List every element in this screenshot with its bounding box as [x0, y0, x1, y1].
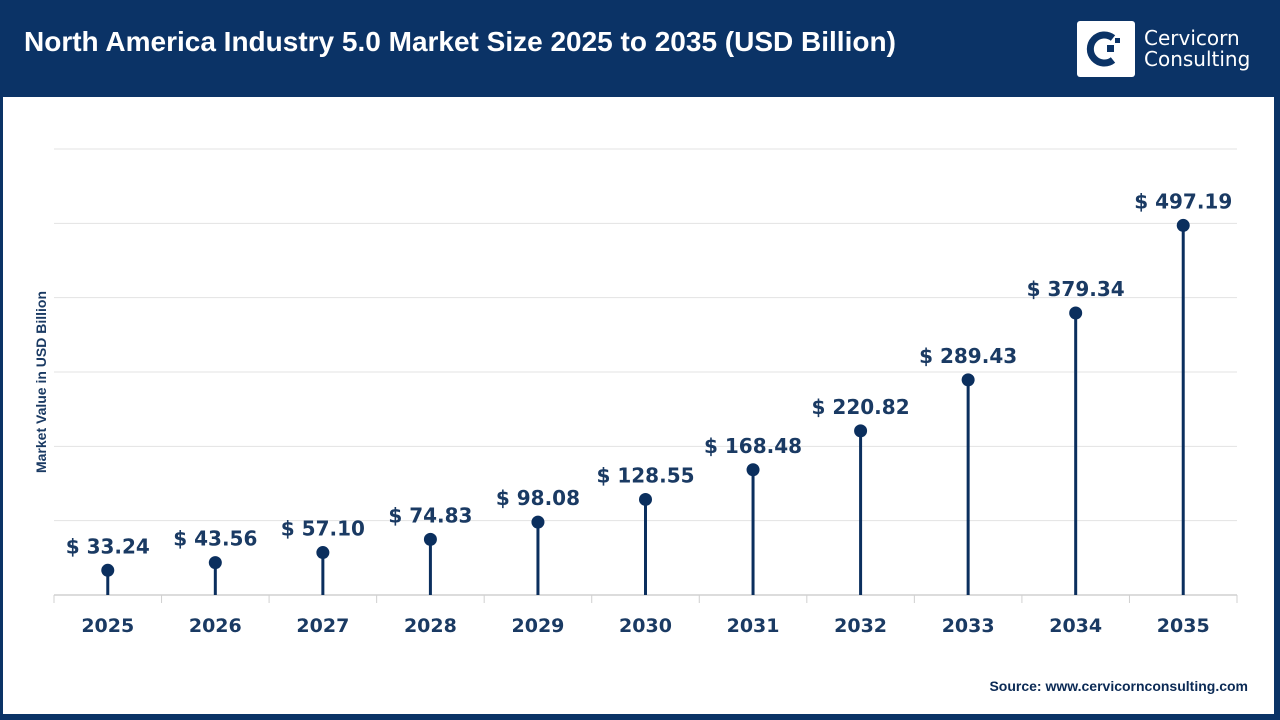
data-point [316, 546, 330, 560]
data-label: $ 98.08 [496, 486, 580, 510]
x-tick-label: 2035 [1157, 615, 1210, 637]
x-tick-label: 2034 [1049, 615, 1102, 637]
data-label: $ 74.83 [388, 503, 472, 527]
data-label: $ 57.10 [281, 517, 365, 541]
data-label: $ 168.48 [704, 434, 802, 458]
x-tick-label: 2027 [296, 615, 349, 637]
logo-line1: Cervicorn [1144, 26, 1240, 50]
data-label: $ 220.82 [812, 395, 910, 419]
data-point [1069, 306, 1083, 320]
data-point [854, 424, 868, 438]
x-tick-label: 2030 [619, 615, 672, 637]
data-point [531, 515, 545, 529]
y-axis-label: Market Value in USD Billion [33, 291, 49, 473]
logo-icon [1077, 21, 1135, 77]
data-label: $ 497.19 [1134, 189, 1232, 213]
logo: Cervicorn Consulting [1077, 21, 1250, 77]
data-label: $ 33.24 [66, 534, 150, 558]
data-point [639, 492, 652, 506]
x-tick-label: 2029 [512, 615, 565, 637]
data-label: $ 43.56 [173, 527, 257, 551]
x-tick-label: 2031 [727, 615, 780, 637]
data-point [746, 463, 760, 477]
data-point [423, 532, 437, 546]
chart-panel [3, 97, 1274, 714]
data-point [101, 563, 115, 577]
data-point [1176, 218, 1190, 232]
x-tick-label: 2033 [942, 615, 995, 637]
source-note: Source: www.cervicornconsulting.com [989, 678, 1248, 694]
x-tick-label: 2028 [404, 615, 457, 637]
data-point [961, 373, 975, 387]
data-label: $ 379.34 [1027, 277, 1125, 301]
x-tick-label: 2025 [81, 615, 134, 637]
data-point [208, 556, 222, 570]
data-label: $ 128.55 [596, 463, 694, 487]
logo-line2: Consulting [1144, 47, 1251, 71]
x-tick-label: 2026 [189, 615, 242, 637]
x-tick-label: 2032 [834, 615, 887, 637]
chart-title: North America Industry 5.0 Market Size 2… [24, 26, 896, 57]
data-label: $ 289.43 [919, 344, 1017, 368]
header: North America Industry 5.0 Market Size 2… [0, 0, 1280, 97]
